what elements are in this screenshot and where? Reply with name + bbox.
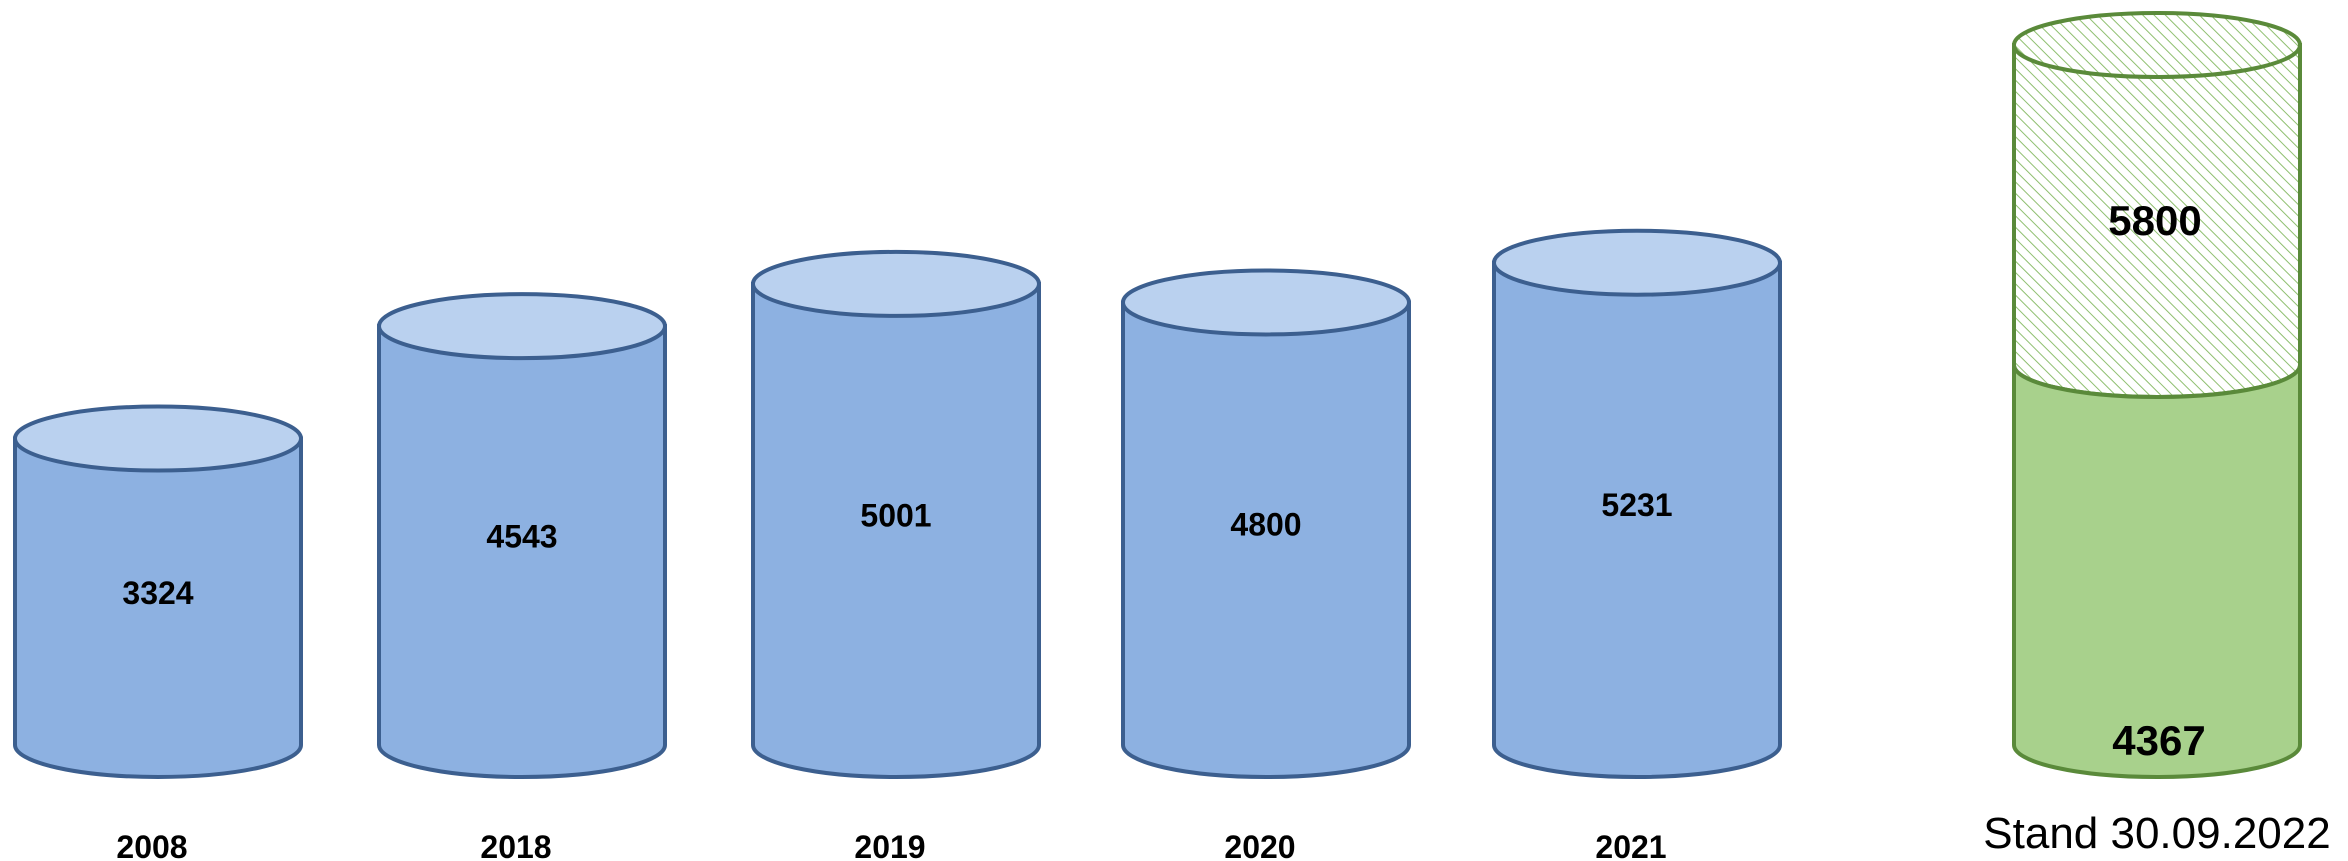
bar-2020-top [1121,268,1411,337]
value-label-2008: 3324 [122,575,193,611]
bar-2018-top [377,292,667,361]
bar-2019-top [751,249,1041,318]
labels-group: 3324 2008 4543 2018 5001 2019 4800 2020 5231 2021… [116,197,2330,861]
value-label-2021: 5231 [1601,487,1672,523]
bar-2020-body [1121,300,1411,779]
bar-2008 [13,404,303,779]
category-label-2021: 2021 [1595,829,1666,861]
bar-2008-body [13,436,303,779]
value-label-2018: 4543 [486,519,557,555]
bar-2021-body [1492,260,1782,779]
bars-group [13,11,2302,779]
bar-projected [2012,11,2302,779]
value-label-2019: 5001 [860,497,931,533]
bar-2020 [1121,268,1411,779]
bar-2021 [1492,228,1782,779]
bar-projected-target-top [2012,11,2302,79]
category-label-2019: 2019 [854,829,925,861]
category-label-2008: 2008 [116,829,187,861]
category-label-2020: 2020 [1224,829,1295,861]
bar-projected-actual-body [2012,364,2302,779]
category-label-2018: 2018 [480,829,551,861]
bar-2019-body [751,281,1041,779]
bar-2018 [377,292,667,779]
category-label-stand: Stand 30.09.2022 [1983,809,2330,858]
value-label-projected-target: 5800 [2108,197,2201,244]
bar-2019 [751,249,1041,779]
bar-2008-top [13,404,303,473]
value-label-2020: 4800 [1230,507,1301,543]
bar-2021-top [1492,228,1782,297]
value-label-projected-actual: 4367 [2112,717,2205,764]
bar-2018-body [377,324,667,779]
